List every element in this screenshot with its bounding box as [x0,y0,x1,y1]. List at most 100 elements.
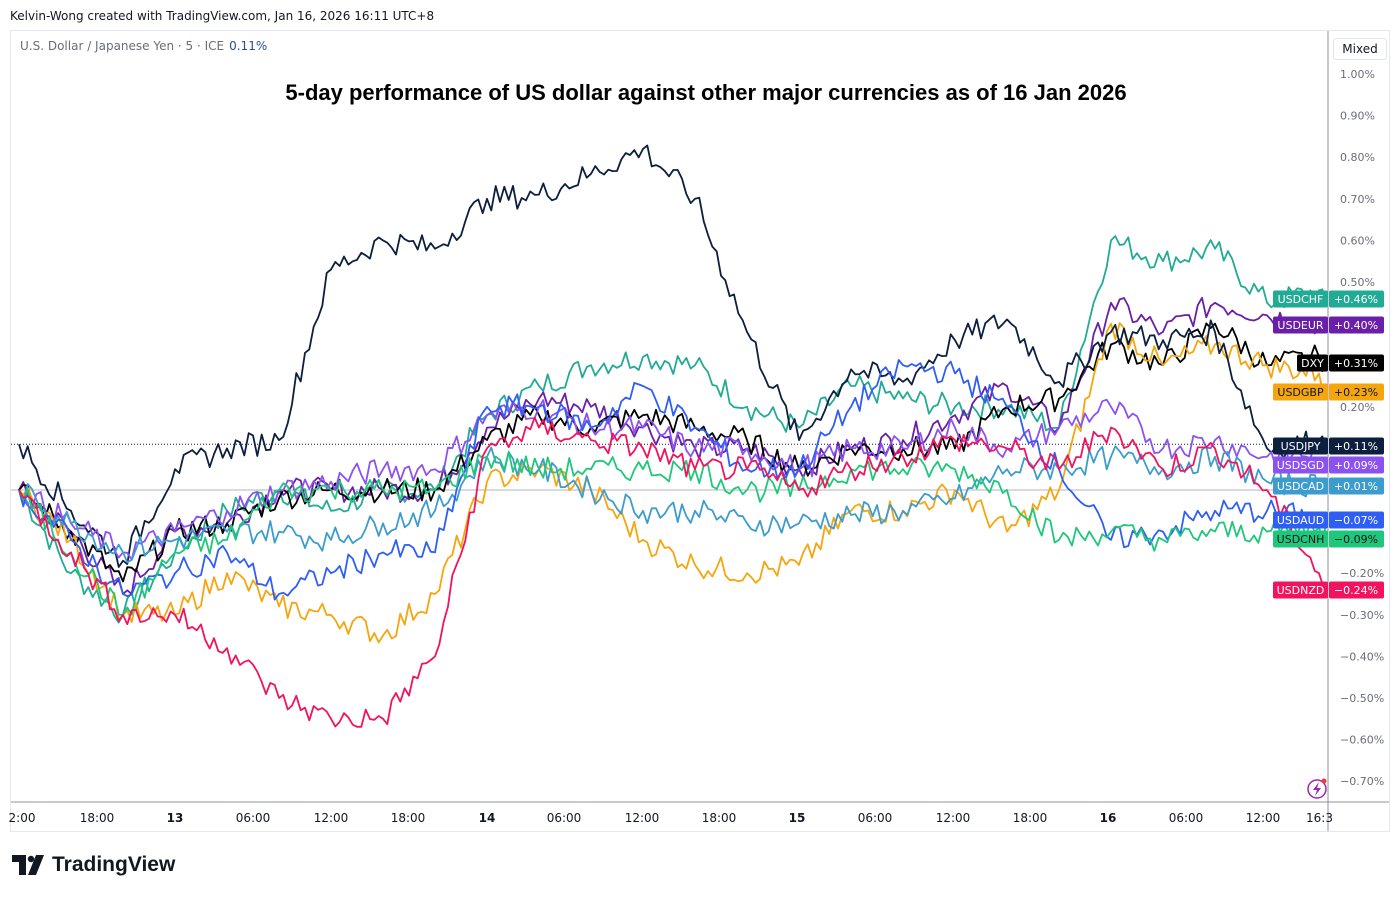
symbol-change: 0.11% [229,39,268,53]
y-tick-label: 1.00% [1340,68,1375,81]
series-name-label: USDCHF [1278,293,1324,306]
series-line-usdchf [18,235,1327,624]
series-name-label: USDCNH [1277,533,1325,546]
x-tick-label: 12:00 [625,811,660,825]
series-line-usdcnh [18,450,1327,616]
x-tick-label: 12:00 [314,811,349,825]
y-tick-label: 0.90% [1340,110,1375,123]
series-last-value: +0.46% [1334,293,1378,306]
chart-credit: Kelvin-Wong created with TradingView.com… [10,9,435,23]
tag-value-bg [1329,316,1384,334]
series-line-usdaud [18,359,1326,601]
series-name-label: USDGBP [1277,386,1324,399]
series-name-label: USDAUD [1277,514,1324,527]
tag-value-bg [1329,511,1384,529]
series-tag-usdchf: USDCHF +0.46% [1273,290,1384,308]
tag-value-bg [1329,290,1384,308]
series-tag-usdeur: USDEUR +0.40% [1273,316,1384,334]
series-name-label: DXY [1301,357,1324,370]
series-line-usdnzd [18,416,1327,728]
notification-dot [1321,778,1327,784]
tag-name-bg [1273,530,1328,548]
x-tick-label: 06:00 [236,811,271,825]
lightning-bolt [1313,782,1321,796]
x-tick-label: 15 [789,811,806,825]
series-name-label: USDNZD [1277,584,1325,597]
y-tick-label: −0.20% [1340,567,1384,580]
tag-name-bg [1273,581,1328,599]
tag-value-bg [1329,456,1384,474]
series-line-usdsgd [18,398,1327,561]
x-tick-label: 06:00 [858,811,893,825]
x-tick-label: 18:00 [80,811,115,825]
tag-value-bg [1329,477,1384,495]
x-tick-label: 12:00 [936,811,971,825]
series-tag-dxy: DXY +0.31% [1297,354,1384,372]
series-last-value: +0.11% [1334,440,1378,453]
series-line-usdjpy [18,144,1327,568]
tag-name-bg [1273,456,1328,474]
series-last-value: +0.23% [1334,386,1378,399]
x-tick-label: 06:00 [1169,811,1204,825]
series-last-value: −0.24% [1334,584,1378,597]
x-tick-label: 18:00 [391,811,426,825]
series-last-value: +0.09% [1334,459,1378,472]
tag-value-bg [1329,354,1384,372]
x-tick-label: 14 [479,811,496,825]
tag-name-bg [1273,383,1328,401]
x-tick-label: 18:00 [1013,811,1048,825]
tag-value-bg [1329,383,1384,401]
symbol-name: U.S. Dollar / Japanese Yen · 5 · ICE [20,39,225,53]
x-tick-label: 18:00 [702,811,737,825]
tag-name-bg [1297,354,1328,372]
tag-value-bg [1329,530,1384,548]
series-name-label: USDCAD [1277,480,1324,493]
series-last-value: −0.09% [1334,533,1378,546]
x-tick-label: 13 [167,811,184,825]
y-tick-label: −0.70% [1340,775,1384,788]
series-line-usdeur [18,296,1327,595]
x-tick-label: 16:3 [1306,811,1333,825]
series-tag-usdnzd: USDNZD −0.24% [1273,581,1384,599]
logo-text: TradingView [52,853,176,876]
series-last-value: +0.40% [1334,319,1378,332]
y-tick-label: −0.50% [1340,692,1384,705]
y-tick-label: 0.60% [1340,234,1375,247]
tag-value-bg [1329,437,1384,455]
x-tick-label: 16 [1100,811,1117,825]
series-name-label: USDJPY [1281,440,1321,453]
tag-value-bg [1329,581,1384,599]
series-tag-usdjpy: USDJPY +0.11% [1273,437,1384,455]
tag-name-bg [1273,290,1328,308]
tag-name-bg [1273,316,1328,334]
series-tag-usdaud: USDAUD −0.07% [1273,511,1384,529]
y-tick-label: 0.50% [1340,276,1375,289]
x-tick-label: 12:00 [1246,811,1281,825]
x-tick-label: 2:00 [9,811,36,825]
series-last-value: +0.31% [1334,357,1378,370]
x-tick-label: 06:00 [547,811,582,825]
series-last-value: +0.01% [1334,480,1378,493]
series-line-usdgbp [18,322,1327,644]
y-tick-label: 0.70% [1340,193,1375,206]
tag-name-bg [1273,437,1328,455]
series-tag-usdcnh: USDCNH −0.09% [1273,530,1384,548]
series-name-label: USDEUR [1277,319,1324,332]
y-tick-label: 0.80% [1340,151,1375,164]
tag-name-bg [1273,511,1328,529]
series-last-value: −0.07% [1334,514,1378,527]
y-tick-label: −0.30% [1340,609,1384,622]
chart-frame [10,30,1390,832]
tag-name-bg [1273,477,1328,495]
scale-mode-button[interactable]: Mixed [1333,38,1387,60]
series-tag-usdgbp: USDGBP +0.23% [1273,383,1384,401]
y-tick-label: −0.60% [1340,734,1384,747]
symbol-legend[interactable]: U.S. Dollar / Japanese Yen · 5 · ICE 0.11… [20,39,267,53]
series-name-label: USDSGD [1277,459,1324,472]
y-tick-label: 0.20% [1340,401,1375,414]
y-tick-label: −0.40% [1340,650,1384,663]
tradingview-logo[interactable]: TradingView [12,853,175,877]
series-tag-usdcad: USDCAD +0.01% [1273,477,1384,495]
chart-title: 5-day performance of US dollar against o… [285,80,1127,105]
